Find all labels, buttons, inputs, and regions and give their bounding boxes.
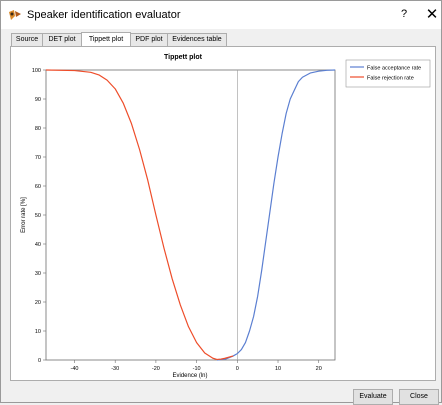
x-tick-label: -30	[111, 366, 119, 372]
speaker-app-icon	[9, 10, 21, 20]
y-tick-label: 10	[35, 329, 41, 335]
x-tick-label: 0	[236, 366, 239, 372]
legend-false-acceptance-label: False acceptance rate	[367, 66, 421, 72]
legend: False acceptance rate False rejection ra…	[345, 59, 431, 88]
tippett-plot-panel: Tippett plot 0 10 20 30 40 50 60 70 80 90 100 -40-…	[10, 46, 436, 381]
y-axis-label: Error rate [%]	[21, 197, 27, 233]
chart-title: Tippett plot	[164, 54, 203, 61]
y-tick-label: 20	[35, 300, 41, 306]
y-tick-label: 30	[35, 271, 41, 277]
tab-pdf-plot[interactable]: PDF plot	[130, 33, 168, 46]
y-tick-label: 0	[38, 358, 41, 364]
x-tick-label: 10	[275, 366, 281, 372]
x-axis-label: Evidence (ln)	[172, 373, 207, 379]
window-title: Speaker identification evaluator	[27, 9, 181, 21]
window-close-button[interactable]: ✕	[425, 6, 439, 23]
y-tick-label: 50	[35, 213, 41, 219]
y-tick-label: 40	[35, 242, 41, 248]
x-tick-label: -20	[152, 366, 160, 372]
y-tick-label: 100	[32, 68, 41, 74]
x-tick-label: -10	[193, 366, 201, 372]
tab-tippett-plot[interactable]: Tippett plot	[81, 32, 131, 46]
y-tick-label: 70	[35, 155, 41, 161]
y-tick-label: 80	[35, 126, 41, 132]
false-acceptance-rate-line	[216, 69, 336, 361]
plot-area	[45, 69, 336, 361]
tab-source[interactable]: Source	[11, 33, 43, 46]
x-tick-label: 20	[316, 366, 322, 372]
help-button[interactable]: ?	[400, 8, 408, 20]
x-tick-label: -40	[71, 366, 79, 372]
false-rejection-rate-line	[45, 69, 234, 361]
tab-evidences-table[interactable]: Evidences table	[167, 33, 227, 46]
y-tick-label: 60	[35, 184, 41, 190]
y-tick-label: 90	[35, 97, 41, 103]
legend-false-rejection-label: False rejection rate	[367, 76, 414, 82]
title-bar[interactable]: Speaker identification evaluator ? ✕	[1, 1, 441, 29]
tab-det-plot[interactable]: DET plot	[42, 33, 82, 46]
evaluate-button[interactable]: Evaluate	[353, 389, 393, 405]
